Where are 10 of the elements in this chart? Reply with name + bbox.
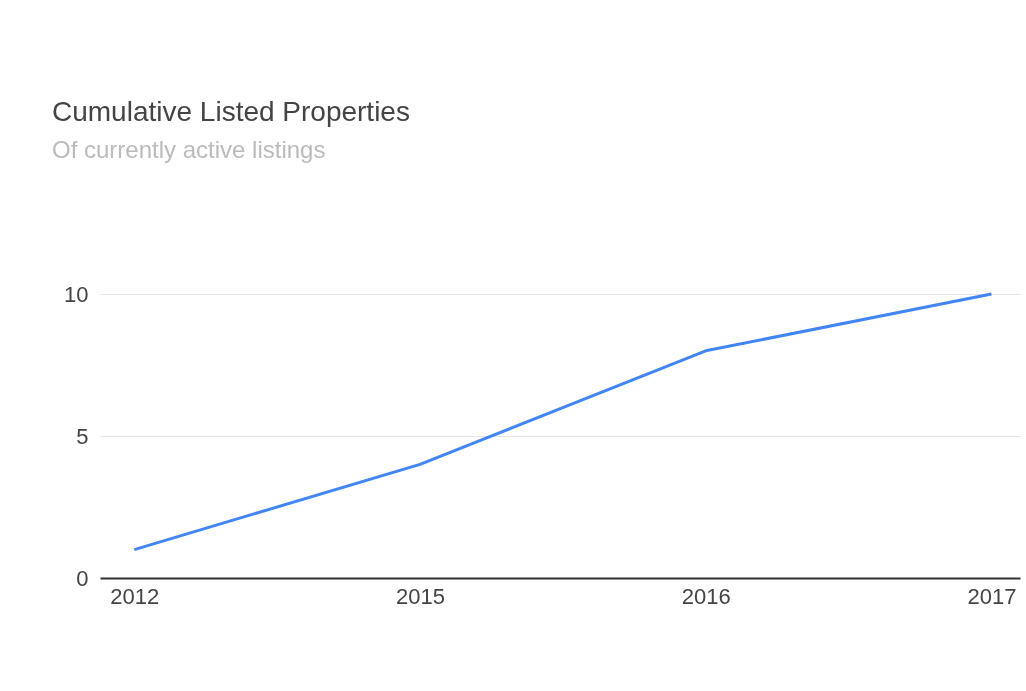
x-tick-label: 2012: [110, 583, 160, 609]
y-tick-label: 5: [76, 423, 89, 449]
y-tick-label: 10: [64, 281, 89, 307]
chart-title: Cumulative Listed Properties: [52, 96, 410, 127]
x-tick-label: 2017: [967, 583, 1017, 609]
x-tick-label: 2016: [681, 583, 731, 609]
line-series: [132, 292, 993, 552]
chart-subtitle: Of currently active listings: [52, 136, 326, 163]
x-tick-label: 2015: [396, 583, 445, 609]
y-tick-label: 0: [76, 565, 89, 591]
